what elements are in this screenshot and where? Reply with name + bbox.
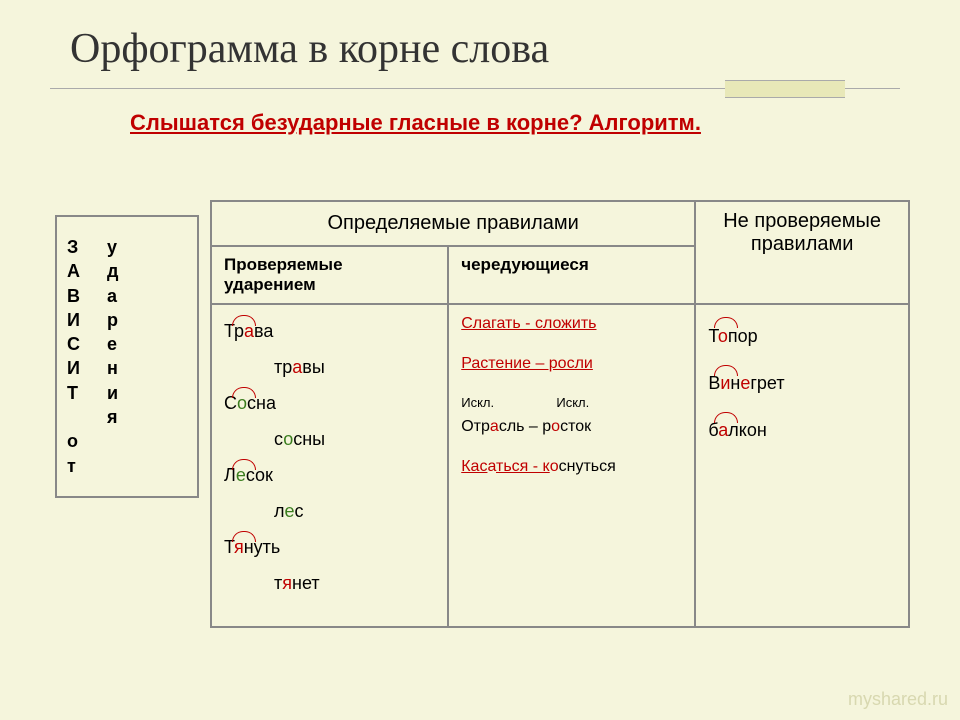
w5: Лесок bbox=[224, 457, 435, 493]
nc-3: балкон bbox=[708, 407, 896, 454]
sb-c2-3: р bbox=[107, 308, 118, 332]
sb-c2-0: у bbox=[107, 235, 117, 259]
nc-2: Винегрет bbox=[708, 360, 896, 407]
cell-col1: Трава травы Сосна сосны Лесок лес Тянуть… bbox=[211, 304, 448, 627]
w2: травы bbox=[224, 349, 435, 385]
w6: лес bbox=[224, 493, 435, 529]
cell-col2: Слагать - сложить Растение – росли Искл.… bbox=[448, 304, 695, 627]
hdr-by-stress: Проверяемые ударением bbox=[211, 246, 448, 304]
alt-3: Отрасль – росток bbox=[461, 416, 682, 438]
w8: тянет bbox=[224, 565, 435, 601]
w1: Трава bbox=[224, 313, 435, 349]
hdr-alternating: чередующиеся bbox=[448, 246, 695, 304]
sb-c2-4: е bbox=[107, 332, 117, 356]
subtitle: Слышатся безударные гласные в корне? Алг… bbox=[130, 110, 701, 136]
alt-2: Растение – росли bbox=[461, 353, 682, 375]
page-title: Орфограмма в корне слова bbox=[70, 25, 549, 73]
alt-4: Касаться - коснуться bbox=[461, 456, 682, 478]
sb-c1-4: С bbox=[67, 332, 107, 356]
sb-c1-0: З bbox=[67, 235, 107, 259]
watermark: myshared.ru bbox=[848, 689, 948, 710]
sidebar-box: Зу Ад Ва Ир Се Ин Ти я о т bbox=[55, 215, 199, 498]
hdr-determined: Определяемые правилами bbox=[211, 201, 695, 246]
sb-c1-1: А bbox=[67, 259, 107, 283]
sb-c1-9: т bbox=[67, 454, 107, 478]
sb-c1-5: И bbox=[67, 356, 107, 380]
iskl-row: Искл. Искл. bbox=[461, 394, 682, 412]
slide-root: Орфограмма в корне слова Слышатся безуда… bbox=[0, 0, 960, 720]
sb-c2-5: н bbox=[107, 356, 118, 380]
sb-c2-2: а bbox=[107, 284, 117, 308]
nc-1: Топор bbox=[708, 313, 896, 360]
sb-c1-6: Т bbox=[67, 381, 107, 405]
main-table: Определяемые правилами Не проверяемые пр… bbox=[210, 200, 910, 628]
w7: Тянуть bbox=[224, 529, 435, 565]
cell-col3: Топор Винегрет балкон bbox=[695, 304, 909, 627]
sb-c1-8: о bbox=[67, 429, 107, 453]
sb-c2-7: я bbox=[107, 405, 118, 429]
sb-c1-3: И bbox=[67, 308, 107, 332]
sb-c2-6: и bbox=[107, 381, 118, 405]
w4: сосны bbox=[224, 421, 435, 457]
sb-c2-1: д bbox=[107, 259, 118, 283]
w3: Сосна bbox=[224, 385, 435, 421]
sb-c1-7 bbox=[67, 405, 107, 429]
sb-c1-2: В bbox=[67, 284, 107, 308]
title-rule-box bbox=[725, 80, 845, 98]
hdr-not-checked: Не проверяемые правилами bbox=[695, 201, 909, 304]
alt-1: Слагать - сложить bbox=[461, 313, 682, 335]
